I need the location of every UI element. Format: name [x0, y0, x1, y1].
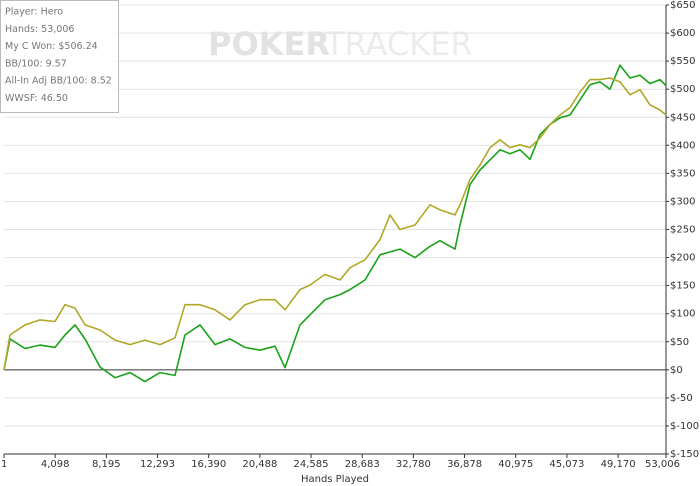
- info-line: WWSF: 46.50: [5, 93, 68, 104]
- y-tick-label: $350: [670, 168, 695, 179]
- y-tick-label: $550: [670, 56, 695, 67]
- y-tick-label: $500: [670, 84, 695, 95]
- x-tick-label: 36,878: [447, 459, 482, 470]
- info-line: BB/100: 9.57: [5, 58, 67, 69]
- watermark: TRACKER: [324, 25, 473, 63]
- info-line: All-In Adj BB/100: 8.52: [5, 76, 112, 87]
- watermark: POKER: [208, 25, 330, 63]
- x-axis-title: Hands Played: [301, 474, 369, 485]
- x-tick-label: 1: [1, 459, 7, 470]
- info: Player: Hero Hands: 53,006 My C Won: $506.…: [5, 7, 112, 105]
- y-tick-label: $400: [670, 140, 695, 151]
- y-tick-label: $450: [670, 112, 695, 123]
- x-tick-label: 49,170: [601, 459, 636, 470]
- x-tick-label: 53,006: [645, 459, 680, 470]
- x-tick-label: 40,975: [498, 459, 533, 470]
- x-tick-label: 32,780: [396, 459, 431, 470]
- y-tick-label: $200: [670, 253, 695, 264]
- y-tick-label: $0: [670, 365, 683, 376]
- x-tick-label: 45,073: [549, 459, 584, 470]
- info-line: Player: Hero: [5, 7, 63, 18]
- y-tick-label: $600: [670, 28, 695, 39]
- info-line: My C Won: $506.24: [5, 41, 98, 52]
- y-tick-label: $250: [670, 225, 695, 236]
- info-line: Hands: 53,006: [5, 24, 74, 35]
- y-tick-label: $100: [670, 309, 695, 320]
- y-tick-label: $-50: [670, 393, 693, 404]
- y-tick-label: $50: [670, 337, 689, 348]
- y-tick-label: $300: [670, 196, 695, 207]
- x-tick-label: 28,683: [345, 459, 380, 470]
- x-tick-label: 16,390: [191, 459, 226, 470]
- series-line: [3, 77, 667, 370]
- y-tick-label: $-150: [670, 449, 699, 460]
- x-tick-label: 12,293: [140, 459, 175, 470]
- x-tick-label: 24,585: [294, 459, 329, 470]
- x-tick-label: 20,488: [242, 459, 277, 470]
- x-tick-label: 4,098: [41, 459, 70, 470]
- x-tick-label: 8,195: [92, 459, 121, 470]
- y-tick-label: $650: [670, 0, 695, 11]
- y-tick-label: $-100: [670, 421, 699, 432]
- y-tick-label: $150: [670, 281, 695, 292]
- series-line: [3, 64, 667, 383]
- info-box: [0, 0, 119, 113]
